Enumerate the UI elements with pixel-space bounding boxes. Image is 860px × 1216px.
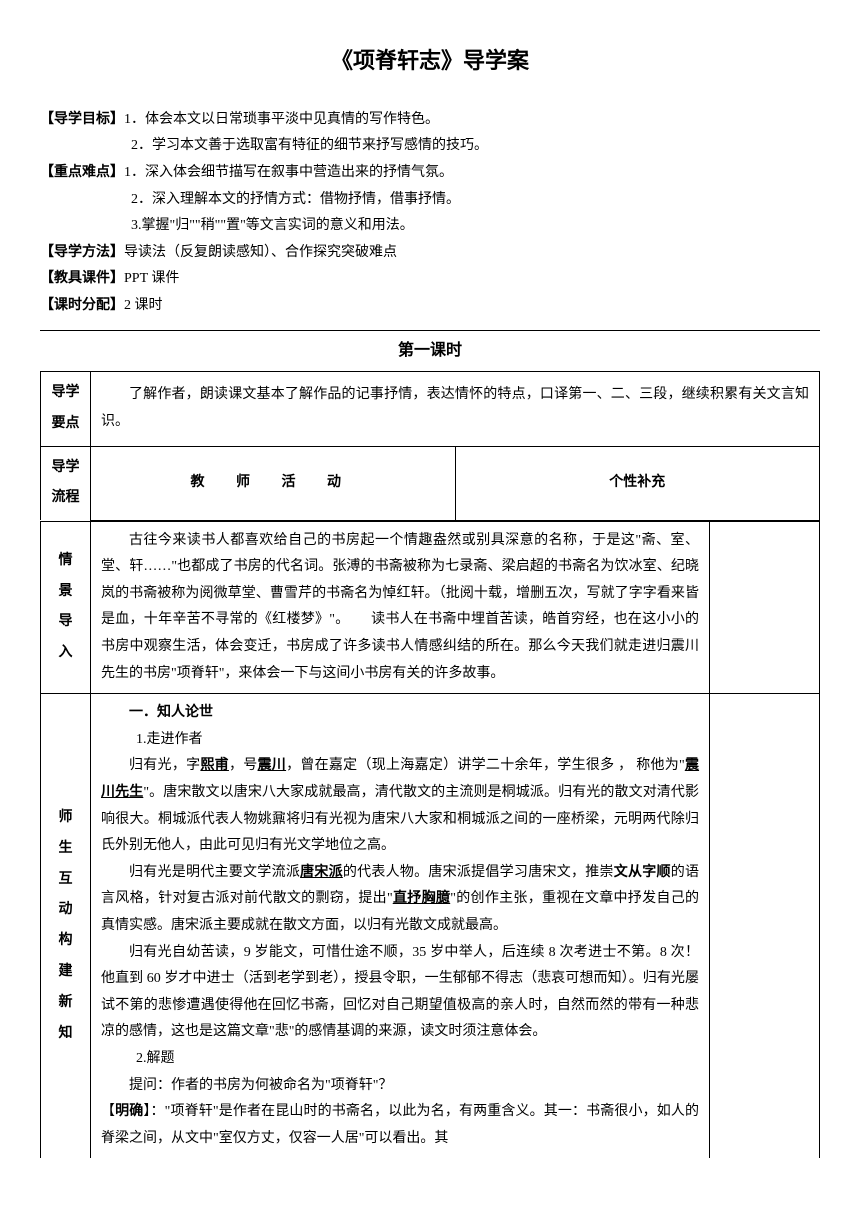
yaodian-label: 导学要点 (51, 378, 80, 440)
methods-text: 导读法（反复朗读感知）、合作探究突破难点 (124, 245, 397, 260)
qingjing-content: 古往今来读书人都喜欢给自己的书房起一个情趣盎然或别具深意的名称，于是这"斋、室、… (101, 528, 699, 688)
answer-label: 明确 (115, 1104, 143, 1119)
content-table: 情景导入 古往今来读书人都喜欢给自己的书房起一个情趣盎然或别具深意的名称，于是这… (40, 521, 820, 1159)
shisheng-label: 师生互动构建新知 (51, 803, 80, 1049)
qingjing-label: 情景导入 (51, 546, 80, 669)
para2-tangsong: 唐宋派 (300, 865, 343, 880)
section1-title: 一．知人论世 (101, 700, 699, 727)
diff-3: 3.掌握"归""稍""置"等文言实词的意义和用法。 (40, 213, 820, 240)
lesson-table: 导学要点 了解作者，朗读课文基本了解作品的记事抒情，表达情怀的特点，口译第一、二… (40, 371, 820, 521)
diff-2: 2．深入理解本文的抒情方式：借物抒情，借事抒情。 (40, 187, 820, 214)
periods-text: 2 课时 (124, 298, 163, 313)
row-qingjing: 情景导入 古往今来读书人都喜欢给自己的书房起一个情趣盎然或别具深意的名称，于是这… (41, 521, 820, 694)
document-title: 《项脊轩志》导学案 (40, 40, 820, 82)
periods-label: 【课时分配】 (40, 298, 124, 313)
yaodian-label-cell: 导学要点 (41, 371, 91, 446)
para1d: "。唐宋散文以唐宋八大家成就最高，清代散文的主流则是桐城派。归有光的散文对清代影… (101, 785, 699, 853)
goals-line-1: 【导学目标】1．体会本文以日常琐事平淡中见真情的写作特色。 (40, 107, 820, 134)
qingjing-supplement (710, 521, 820, 694)
goal-1: 1．体会本文以日常琐事平淡中见真情的写作特色。 (124, 112, 439, 127)
shisheng-supplement (710, 694, 820, 1159)
para1-xifu: 熙甫 (200, 758, 229, 773)
row-liucheng-header: 导学流程 教 师 活 动 个性补充 (41, 446, 820, 520)
difficulties-line-1: 【重点难点】1．深入体会细节描写在叙事中营造出来的抒情气氛。 (40, 160, 820, 187)
shisheng-content-cell: 一．知人论世 1.走进作者 归有光，字熙甫，号震川，曾在嘉定（现上海嘉定）讲学二… (91, 694, 710, 1159)
liucheng-label-cell: 导学流程 (41, 446, 91, 520)
para1: 归有光，字熙甫，号震川，曾在嘉定（现上海嘉定）讲学二十余年，学生很多 ， 称他为… (101, 753, 699, 859)
methods-line: 【导学方法】导读法（反复朗读感知）、合作探究突破难点 (40, 240, 820, 267)
yaodian-content: 了解作者，朗读课文基本了解作品的记事抒情，表达情怀的特点，口译第一、二、三段，继… (101, 382, 809, 435)
para1c: ，曾在嘉定（现上海嘉定）讲学二十余年，学生很多 ， 称他为" (286, 758, 685, 773)
goal-2: 2．学习本文善于选取富有特征的细节来抒写感情的技巧。 (40, 133, 820, 160)
yaodian-content-cell: 了解作者，朗读课文基本了解作品的记事抒情，表达情怀的特点，口译第一、二、三段，继… (91, 371, 820, 446)
para2b: 的代表人物。唐宋派提倡学习唐宋文，推崇 (343, 865, 614, 880)
sub2: 2.解题 (101, 1046, 699, 1073)
para1b: ，号 (229, 758, 258, 773)
diff-1: 1．深入体会细节描写在叙事中营造出来的抒情气氛。 (124, 165, 453, 180)
activity-header: 教 师 活 动 (91, 446, 456, 520)
meta-section: 【导学目标】1．体会本文以日常琐事平淡中见真情的写作特色。 2．学习本文善于选取… (40, 107, 820, 320)
question: 提问：作者的书房为何被命名为"项脊轩"？ (101, 1073, 699, 1100)
qingjing-label-cell: 情景导入 (41, 521, 91, 694)
row-shisheng: 师生互动构建新知 一．知人论世 1.走进作者 归有光，字熙甫，号震川，曾在嘉定（… (41, 694, 820, 1159)
methods-label: 【导学方法】 (40, 245, 124, 260)
para2-zhishu: 直抒胸臆 (393, 891, 451, 906)
materials-label: 【教具课件】 (40, 271, 124, 286)
para2: 归有光是明代主要文学流派唐宋派的代表人物。唐宋派提倡学习唐宋文，推崇文从字顺的语… (101, 860, 699, 940)
materials-line: 【教具课件】PPT 课件 (40, 266, 820, 293)
answer: 【明确】："项脊轩"是作者在昆山时的书斋名，以此为名，有两重含义。其一：书斋很小… (101, 1099, 699, 1152)
lesson-title: 第一课时 (40, 330, 820, 371)
para2-wencong: 文从字顺 (614, 865, 671, 880)
difficulties-label: 【重点难点】 (40, 165, 124, 180)
row-yaodian: 导学要点 了解作者，朗读课文基本了解作品的记事抒情，表达情怀的特点，口译第一、二… (41, 371, 820, 446)
answer-text: ："项脊轩"是作者在昆山时的书斋名，以此为名，有两重含义。其一：书斋很小，如人的… (101, 1104, 699, 1146)
para1-zhenchuan: 震川 (258, 758, 287, 773)
para2a: 归有光是明代主要文学流派 (129, 865, 300, 880)
materials-text: PPT 课件 (124, 271, 179, 286)
liucheng-label: 导学流程 (51, 453, 80, 515)
para3: 归有光自幼苦读，9 岁能文，可惜仕途不顺，35 岁中举人，后连续 8 次考进士不… (101, 940, 699, 1046)
sub1: 1.走进作者 (101, 727, 699, 754)
shisheng-label-cell: 师生互动构建新知 (41, 694, 91, 1159)
goals-label: 【导学目标】 (40, 112, 124, 127)
periods-line: 【课时分配】2 课时 (40, 293, 820, 320)
supplement-header: 个性补充 (455, 446, 820, 520)
para1a: 归有光，字 (129, 758, 200, 773)
qingjing-content-cell: 古往今来读书人都喜欢给自己的书房起一个情趣盎然或别具深意的名称，于是这"斋、室、… (91, 521, 710, 694)
